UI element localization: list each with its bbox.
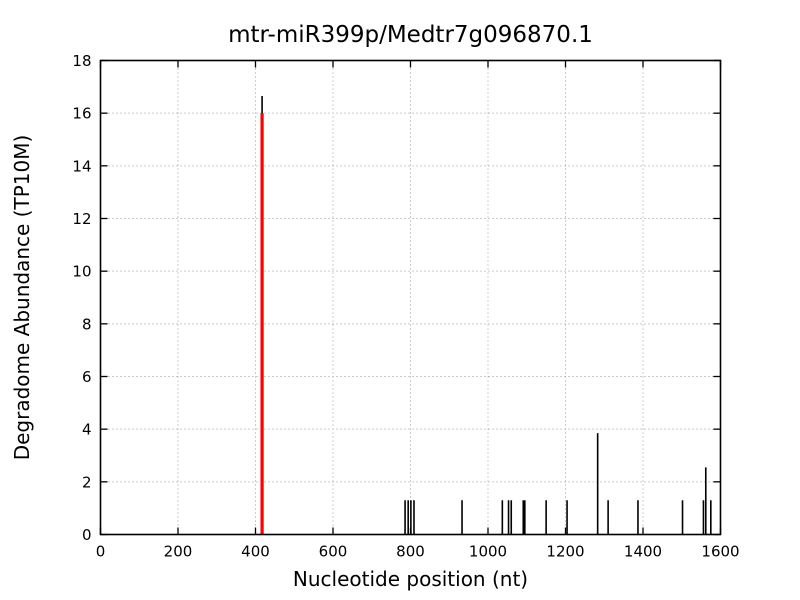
y-tick-label: 0 (82, 526, 92, 544)
x-tick-label: 400 (241, 543, 270, 561)
chart-title: mtr-miR399p/Medtr7g096870.1 (228, 22, 593, 48)
tick-label-layer: 0 200 400 600 800 1000 1200 1400 1600 0 2 4 6 8 10 12 14… (72, 52, 739, 561)
y-tick-label: 2 (82, 473, 92, 491)
x-tick-label: 0 (96, 543, 106, 561)
y-tick-label: 10 (72, 263, 91, 281)
x-axis-label: Nucleotide position (nt) (293, 567, 528, 591)
y-tick-label: 16 (72, 105, 91, 123)
grid-layer (100, 60, 721, 535)
y-axis-label: Degradome Abundance (TP10M) (10, 135, 34, 461)
x-tick-label: 1400 (624, 543, 662, 561)
y-tick-label: 8 (82, 315, 92, 333)
x-tick-label: 1000 (469, 543, 507, 561)
ticks-layer (99, 59, 722, 536)
y-tick-label: 4 (82, 421, 92, 439)
x-tick-label: 1600 (701, 543, 739, 561)
series-layer (260, 96, 712, 535)
x-tick-label: 600 (319, 543, 348, 561)
y-tick-label: 6 (82, 368, 92, 386)
x-tick-label: 1200 (546, 543, 584, 561)
y-tick-label: 14 (72, 157, 91, 175)
x-tick-label: 200 (164, 543, 193, 561)
y-tick-label: 18 (72, 52, 91, 70)
y-tick-label: 12 (72, 210, 91, 228)
x-tick-label: 800 (396, 543, 425, 561)
